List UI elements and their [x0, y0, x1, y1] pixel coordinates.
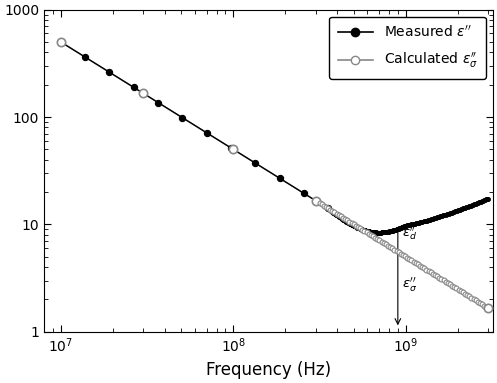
X-axis label: Frequency (Hz): Frequency (Hz): [206, 361, 331, 379]
Text: $\varepsilon_\sigma^{\prime\prime}$: $\varepsilon_\sigma^{\prime\prime}$: [402, 275, 417, 293]
Text: $\hat{\varepsilon}_d^{\prime\prime}$: $\hat{\varepsilon}_d^{\prime\prime}$: [402, 222, 417, 242]
Legend: Measured $\varepsilon^{\prime\prime}$, Calculated $\varepsilon_\sigma^{\prime\pr: Measured $\varepsilon^{\prime\prime}$, C…: [330, 16, 486, 79]
